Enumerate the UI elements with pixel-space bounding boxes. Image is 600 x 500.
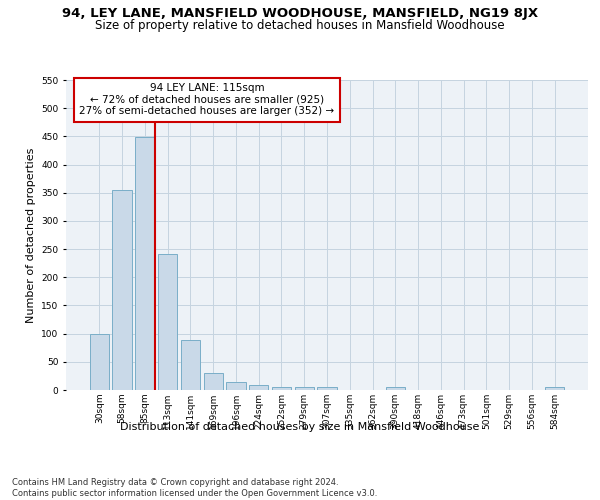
Bar — [112, 190, 132, 390]
Text: Distribution of detached houses by size in Mansfield Woodhouse: Distribution of detached houses by size … — [121, 422, 479, 432]
Bar — [90, 334, 109, 390]
Bar — [386, 387, 405, 390]
Text: Size of property relative to detached houses in Mansfield Woodhouse: Size of property relative to detached ho… — [95, 19, 505, 32]
Bar — [545, 387, 564, 390]
Bar — [158, 254, 178, 390]
Bar — [317, 387, 337, 390]
Bar — [249, 385, 268, 390]
Text: 94, LEY LANE, MANSFIELD WOODHOUSE, MANSFIELD, NG19 8JX: 94, LEY LANE, MANSFIELD WOODHOUSE, MANSF… — [62, 8, 538, 20]
Bar — [226, 382, 245, 390]
Bar — [203, 373, 223, 390]
Text: 94 LEY LANE: 115sqm
← 72% of detached houses are smaller (925)
27% of semi-detac: 94 LEY LANE: 115sqm ← 72% of detached ho… — [79, 83, 335, 116]
Text: Contains HM Land Registry data © Crown copyright and database right 2024.
Contai: Contains HM Land Registry data © Crown c… — [12, 478, 377, 498]
Bar — [181, 340, 200, 390]
Bar — [135, 137, 155, 390]
Bar — [295, 387, 314, 390]
Bar — [272, 387, 291, 390]
Y-axis label: Number of detached properties: Number of detached properties — [26, 148, 35, 322]
